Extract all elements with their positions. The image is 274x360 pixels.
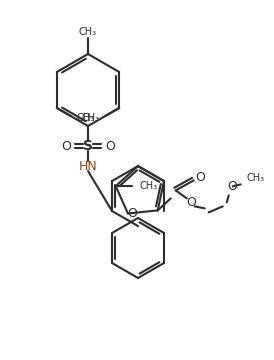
Text: CH₃: CH₃	[247, 174, 265, 183]
Text: O: O	[61, 140, 71, 153]
Text: CH₃: CH₃	[77, 113, 95, 123]
Text: O: O	[105, 140, 115, 153]
Text: HN: HN	[79, 159, 97, 172]
Text: CH₃: CH₃	[81, 113, 99, 123]
Text: S: S	[83, 139, 93, 153]
Text: O: O	[195, 171, 205, 184]
Text: CH₃: CH₃	[140, 181, 158, 191]
Text: O: O	[127, 207, 137, 220]
Text: CH₃: CH₃	[79, 27, 97, 37]
Text: O: O	[186, 196, 196, 209]
Text: O: O	[227, 180, 237, 193]
